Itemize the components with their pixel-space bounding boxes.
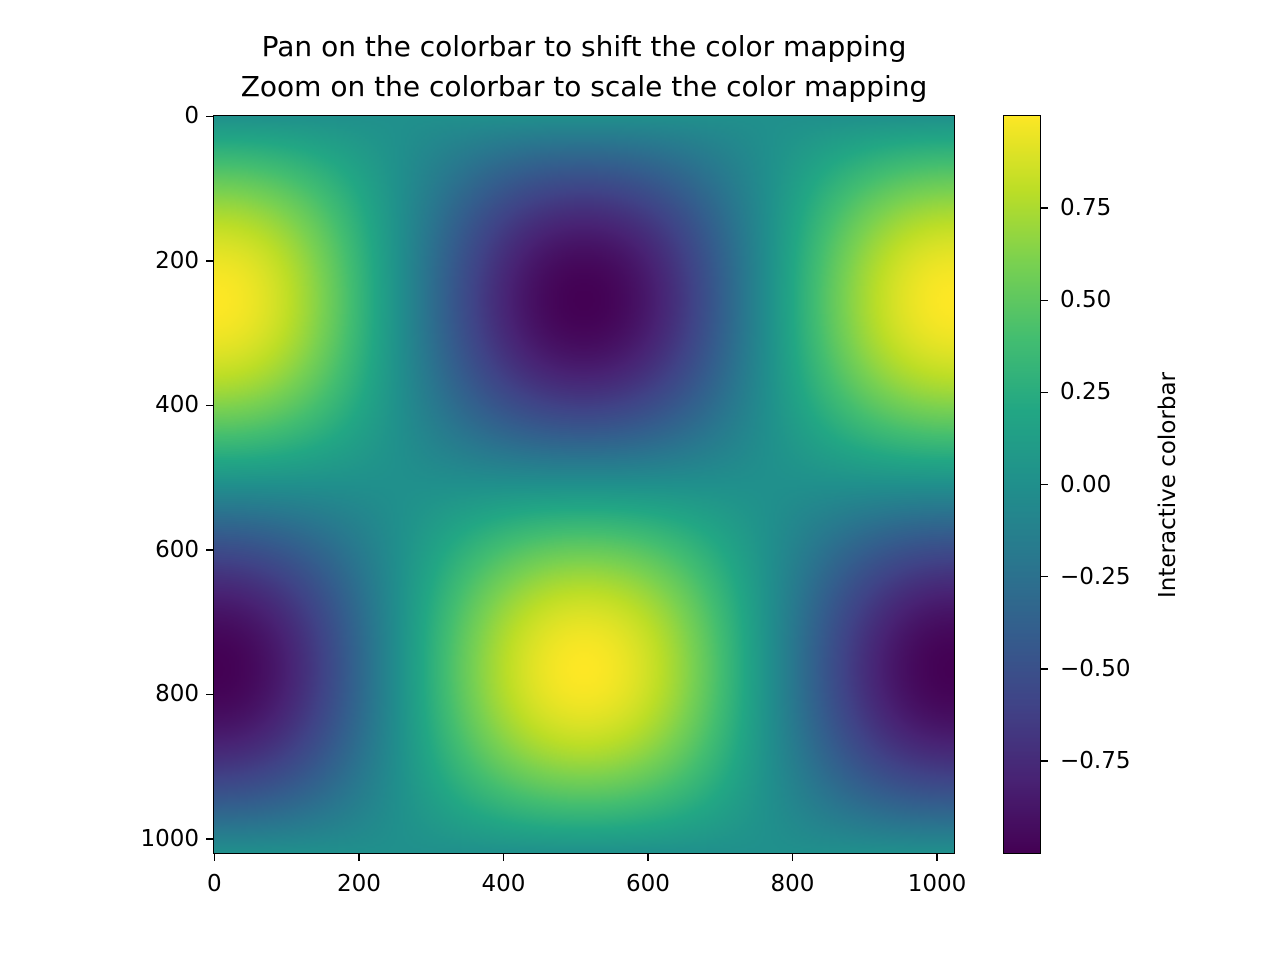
y-tick-mark xyxy=(206,693,213,696)
x-tick-label: 600 xyxy=(626,871,670,897)
y-tick-mark xyxy=(206,115,213,118)
x-tick-mark xyxy=(213,854,216,861)
colorbar-tick-label: 0.25 xyxy=(1060,379,1112,406)
colorbar-tick-label: −0.25 xyxy=(1060,563,1131,590)
title-line-2: Zoom on the colorbar to scale the color … xyxy=(240,70,928,103)
title-line-1: Pan on the colorbar to shift the color m… xyxy=(261,30,907,63)
colorbar[interactable] xyxy=(1004,116,1040,853)
y-tick-label: 200 xyxy=(155,247,199,274)
heatmap-image[interactable] xyxy=(214,116,954,853)
x-tick-mark xyxy=(647,854,649,861)
y-tick-label: 400 xyxy=(155,392,199,419)
x-tick-label: 200 xyxy=(336,871,381,897)
colorbar-tick-mark xyxy=(1041,483,1048,486)
colorbar-tick-mark xyxy=(1041,299,1048,301)
x-tick-label: 400 xyxy=(481,871,526,897)
colorbar-tick-mark xyxy=(1041,575,1048,578)
y-tick-mark xyxy=(206,549,213,551)
x-tick-mark xyxy=(936,854,938,861)
colorbar-tick-label: −0.75 xyxy=(1060,747,1131,774)
y-tick-mark xyxy=(206,260,213,262)
colorbar-tick-label: 0.00 xyxy=(1060,471,1112,498)
colorbar-tick-label: 0.50 xyxy=(1060,287,1112,314)
x-tick-mark xyxy=(358,854,360,861)
x-tick-mark xyxy=(791,854,794,861)
colorbar-tick-mark xyxy=(1041,668,1048,670)
y-tick-label: 800 xyxy=(155,681,199,708)
y-tick-label: 1000 xyxy=(140,826,199,853)
y-tick-mark xyxy=(206,838,213,840)
x-tick-label: 1000 xyxy=(907,871,967,897)
colorbar-tick-mark xyxy=(1041,207,1048,209)
x-tick-label: 0 xyxy=(207,871,222,897)
colorbar-tick-mark xyxy=(1041,760,1048,762)
x-tick-label: 800 xyxy=(770,871,815,897)
colorbar-tick-label: −0.50 xyxy=(1060,655,1131,682)
colorbar-label: Interactive colorbar xyxy=(1155,372,1181,598)
y-tick-mark xyxy=(206,404,213,407)
x-tick-mark xyxy=(502,854,505,861)
y-tick-label: 0 xyxy=(184,103,199,130)
colorbar-tick-label: 0.75 xyxy=(1060,195,1112,222)
colorbar-tick-mark xyxy=(1041,391,1048,394)
y-tick-label: 600 xyxy=(155,536,199,563)
